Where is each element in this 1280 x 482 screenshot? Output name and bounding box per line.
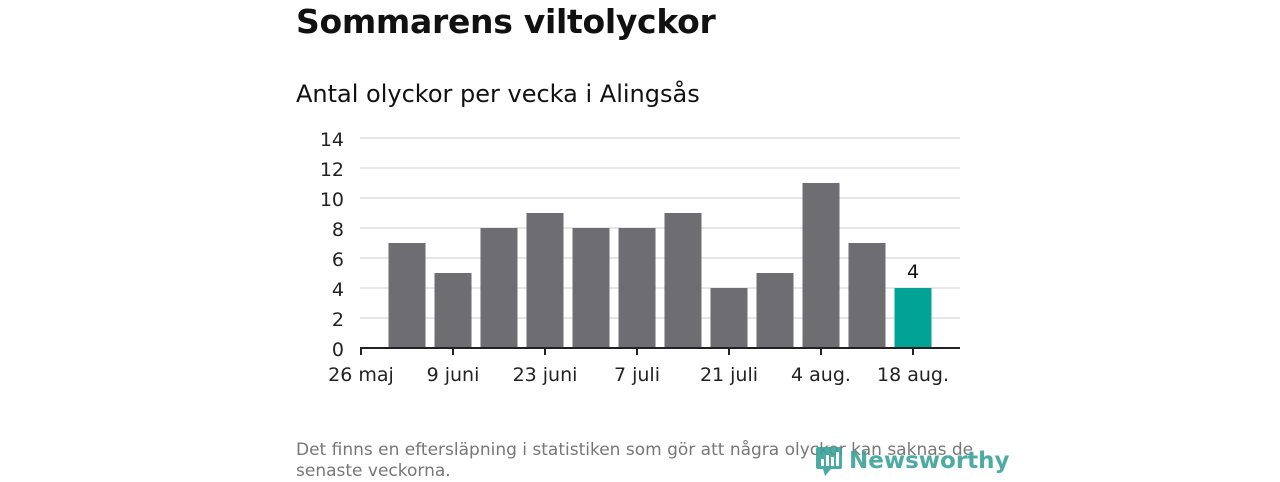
footnote: Det finns en eftersläpning i statistiken… (296, 440, 974, 481)
bar-30-juni (572, 228, 610, 348)
bar-4-aug- (802, 183, 840, 348)
data-label: 4 (907, 261, 919, 283)
y-tick-label: 14 (320, 129, 344, 151)
bar-9-juni (434, 273, 472, 348)
bar-7-juli (618, 228, 656, 348)
y-tick-label: 6 (332, 249, 344, 271)
chart-title: Sommarens viltolyckor (296, 2, 716, 41)
bar-11-aug- (848, 243, 886, 348)
newsworthy-logo-icon (816, 447, 842, 476)
x-tick-label: 21 juli (700, 364, 758, 386)
y-tick-label: 8 (332, 219, 344, 241)
bar-23-juni (526, 213, 564, 348)
newsworthy-logo-text: Newsworthy (849, 448, 1010, 474)
bar-28-juli (756, 273, 794, 348)
y-tick-label: 4 (332, 279, 344, 301)
y-tick-label: 0 (332, 339, 344, 361)
bar-chart: 0 2 4 6 8 10 12 14 4 26 maj 9 juni 23 juni 7 juli 21 … (320, 129, 960, 386)
bar-16-juni (480, 228, 518, 348)
x-tick-label: 9 juni (427, 364, 480, 386)
x-tick-label: 18 aug. (877, 364, 949, 386)
newsworthy-logo: Newsworthy (815, 445, 1010, 477)
x-tick-label: 23 juni (513, 364, 578, 386)
bar-14-juli (664, 213, 702, 348)
y-tick-label: 2 (332, 309, 344, 331)
chart-subtitle: Antal olyckor per vecka i Alingsås (296, 80, 700, 108)
bar-2-juni (388, 243, 426, 348)
x-tick-label: 4 aug. (791, 364, 851, 386)
x-tick-label: 7 juli (614, 364, 660, 386)
y-tick-label: 10 (320, 189, 344, 211)
bar-18-aug- (894, 288, 932, 348)
bar-21-juli (710, 288, 748, 348)
y-tick-label: 12 (320, 159, 344, 181)
x-tick-label: 26 maj (328, 364, 394, 386)
